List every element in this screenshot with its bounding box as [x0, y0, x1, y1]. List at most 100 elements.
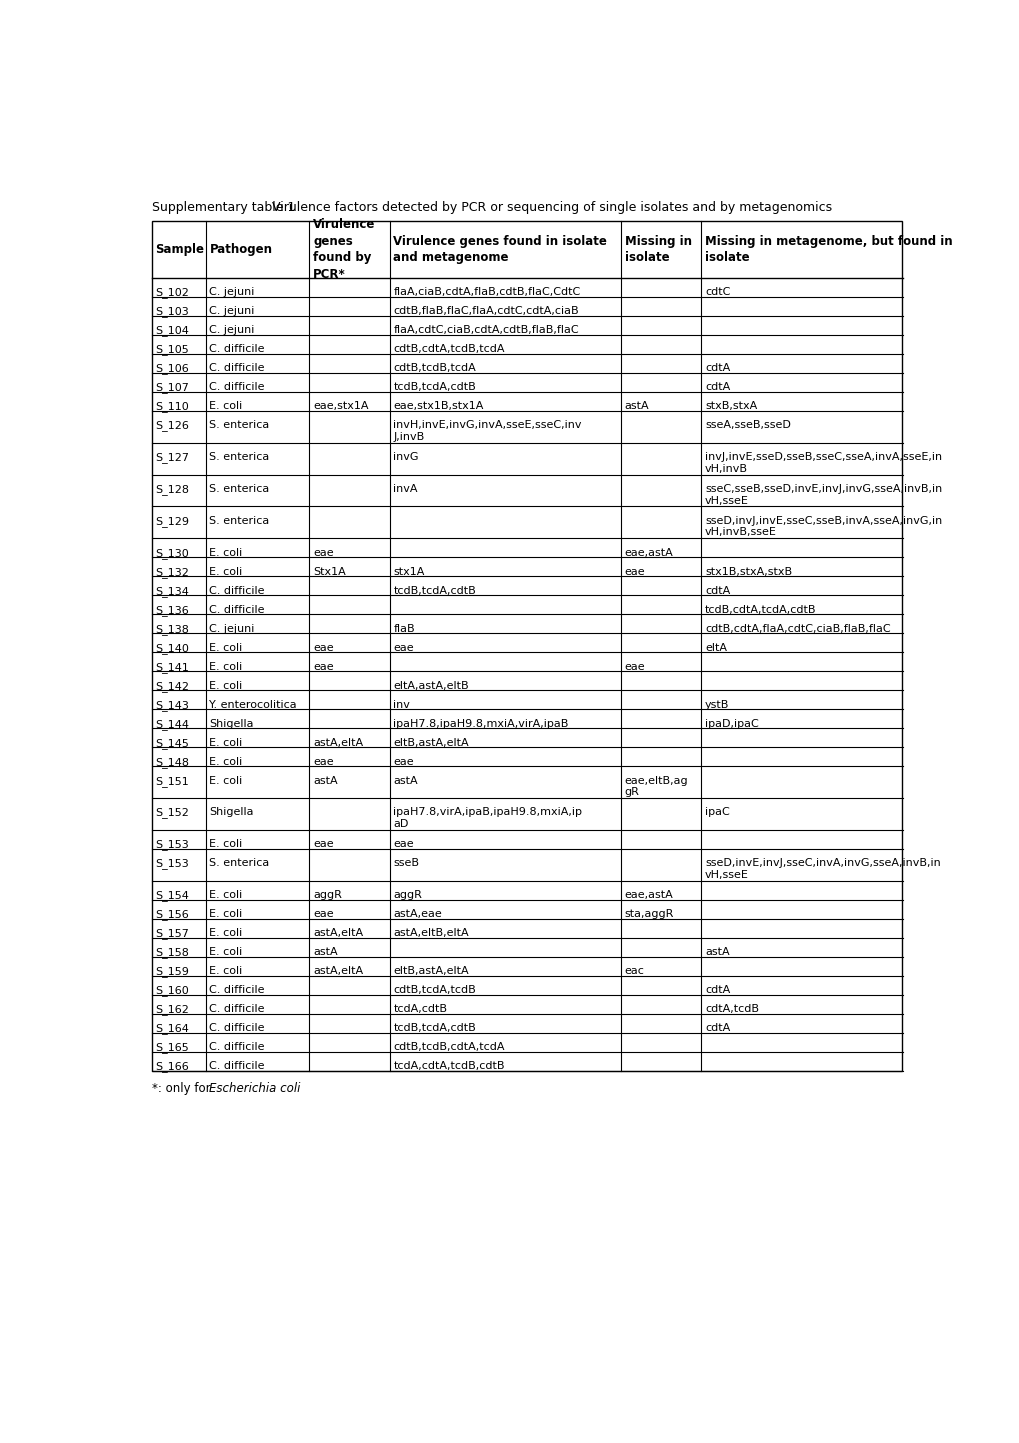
Text: E. coli: E. coli — [209, 928, 243, 938]
Text: E. coli: E. coli — [209, 776, 243, 785]
Text: S_153: S_153 — [155, 840, 189, 850]
Text: E. coli: E. coli — [209, 840, 243, 850]
Text: eae,stx1B,stx1A: eae,stx1B,stx1A — [393, 401, 483, 411]
Text: E. coli: E. coli — [209, 909, 243, 919]
Text: *: only for: *: only for — [152, 1082, 214, 1095]
Text: S_142: S_142 — [155, 681, 190, 691]
Text: sta,aggR: sta,aggR — [625, 909, 674, 919]
Text: C. jejuni: C. jejuni — [209, 306, 255, 316]
Text: eltB,astA,eltA: eltB,astA,eltA — [393, 737, 469, 747]
Text: tcdB,cdtA,tcdA,cdtB: tcdB,cdtA,tcdA,cdtB — [704, 605, 816, 615]
Text: S_159: S_159 — [155, 967, 190, 977]
Text: astA,eae: astA,eae — [393, 909, 442, 919]
Text: Missing in
isolate: Missing in isolate — [625, 235, 691, 264]
Text: Virulence genes found in isolate
and metagenome: Virulence genes found in isolate and met… — [393, 235, 606, 264]
Text: eae: eae — [313, 756, 333, 766]
Text: astA: astA — [625, 401, 649, 411]
Text: C. jejuni: C. jejuni — [209, 623, 255, 633]
Text: aggR: aggR — [393, 890, 422, 900]
Text: S. enterica: S. enterica — [209, 517, 269, 525]
Text: ystB: ystB — [704, 700, 729, 710]
Text: C. difficile: C. difficile — [209, 1061, 265, 1071]
Text: E. coli: E. coli — [209, 947, 243, 957]
Text: eae: eae — [313, 642, 333, 652]
Text: C. difficile: C. difficile — [209, 364, 265, 374]
Text: S_148: S_148 — [155, 756, 190, 768]
Text: C. difficile: C. difficile — [209, 605, 265, 615]
Text: S_140: S_140 — [155, 642, 190, 654]
Text: eltA: eltA — [704, 642, 727, 652]
Text: cdtC: cdtC — [704, 287, 730, 297]
Text: sseC,sseB,sseD,invE,invJ,invG,sseA,invB,in
vH,sseE: sseC,sseB,sseD,invE,invJ,invG,sseA,invB,… — [704, 483, 942, 505]
Text: C. difficile: C. difficile — [209, 586, 265, 596]
Text: S_129: S_129 — [155, 517, 190, 527]
Text: E. coli: E. coli — [209, 548, 243, 558]
Text: S. enterica: S. enterica — [209, 859, 269, 869]
Text: S_104: S_104 — [155, 326, 190, 336]
Text: cdtA: cdtA — [704, 382, 730, 392]
Text: E. coli: E. coli — [209, 567, 243, 577]
Text: Virulence
genes
found by
PCR*: Virulence genes found by PCR* — [313, 218, 375, 281]
Text: ipaD,ipaC: ipaD,ipaC — [704, 719, 758, 729]
Text: flaB: flaB — [393, 623, 415, 633]
Text: Escherichia coli: Escherichia coli — [209, 1082, 300, 1095]
Text: S_106: S_106 — [155, 364, 189, 374]
Text: eae: eae — [393, 840, 414, 850]
Text: S. enterica: S. enterica — [209, 420, 269, 430]
Text: S_102: S_102 — [155, 287, 190, 299]
Text: sseA,sseB,sseD: sseA,sseB,sseD — [704, 420, 790, 430]
Text: eae: eae — [393, 756, 414, 766]
Text: S_157: S_157 — [155, 928, 190, 939]
Text: S_164: S_164 — [155, 1023, 190, 1035]
Text: C. difficile: C. difficile — [209, 986, 265, 996]
Text: Shigella: Shigella — [209, 808, 254, 818]
Text: Supplementary table 1: Supplementary table 1 — [152, 202, 294, 215]
Bar — [152, 221, 902, 1071]
Text: invH,invE,invG,invA,sseE,sseC,inv
J,invB: invH,invE,invG,invA,sseE,sseC,inv J,invB — [393, 420, 582, 442]
Text: sseD,invE,invJ,sseC,invA,invG,sseA,invB,in
vH,sseE: sseD,invE,invJ,sseC,invA,invG,sseA,invB,… — [704, 859, 940, 880]
Text: S_160: S_160 — [155, 986, 189, 996]
Text: S_152: S_152 — [155, 808, 190, 818]
Text: S_132: S_132 — [155, 567, 190, 577]
Text: sseD,invJ,invE,sseC,sseB,invA,sseA,invG,in
vH,invB,sseE: sseD,invJ,invE,sseC,sseB,invA,sseA,invG,… — [704, 517, 942, 537]
Text: S_134: S_134 — [155, 586, 190, 596]
Text: astA: astA — [313, 947, 337, 957]
Text: S_138: S_138 — [155, 623, 190, 635]
Text: S_136: S_136 — [155, 605, 189, 616]
Text: cdtA: cdtA — [704, 986, 730, 996]
Text: S_162: S_162 — [155, 1004, 190, 1014]
Text: eac: eac — [625, 967, 644, 975]
Text: S_127: S_127 — [155, 452, 190, 463]
Text: ipaC: ipaC — [704, 808, 730, 818]
Text: S_110: S_110 — [155, 401, 189, 413]
Text: S_126: S_126 — [155, 420, 190, 431]
Text: S_103: S_103 — [155, 306, 189, 317]
Text: S_141: S_141 — [155, 662, 190, 672]
Text: eae: eae — [393, 642, 414, 652]
Text: S_154: S_154 — [155, 890, 190, 900]
Text: S_130: S_130 — [155, 548, 189, 558]
Text: Sample: Sample — [155, 242, 204, 255]
Text: Missing in metagenome, but found in
isolate: Missing in metagenome, but found in isol… — [704, 235, 952, 264]
Text: sseB: sseB — [393, 859, 419, 869]
Text: E. coli: E. coli — [209, 737, 243, 747]
Text: stx1A: stx1A — [393, 567, 425, 577]
Text: tcdA,cdtA,tcdB,cdtB: tcdA,cdtA,tcdB,cdtB — [393, 1061, 504, 1071]
Text: S_128: S_128 — [155, 483, 190, 495]
Text: eae: eae — [313, 840, 333, 850]
Text: C. difficile: C. difficile — [209, 1042, 265, 1052]
Text: S_166: S_166 — [155, 1061, 189, 1072]
Text: eae: eae — [625, 662, 645, 671]
Text: eae,stx1A: eae,stx1A — [313, 401, 368, 411]
Text: E. coli: E. coli — [209, 401, 243, 411]
Text: Virulence factors detected by PCR or sequencing of single isolates and by metage: Virulence factors detected by PCR or seq… — [271, 202, 830, 215]
Text: E. coli: E. coli — [209, 890, 243, 900]
Text: cdtA,tcdB: cdtA,tcdB — [704, 1004, 758, 1014]
Text: astA,eltA: astA,eltA — [313, 737, 363, 747]
Text: cdtB,cdtA,flaA,cdtC,ciaB,flaB,flaC: cdtB,cdtA,flaA,cdtC,ciaB,flaB,flaC — [704, 623, 890, 633]
Text: eae: eae — [625, 567, 645, 577]
Text: stxB,stxA: stxB,stxA — [704, 401, 757, 411]
Text: inv: inv — [393, 700, 410, 710]
Text: ipaH7.8,virA,ipaB,ipaH9.8,mxiA,ip
aD: ipaH7.8,virA,ipaB,ipaH9.8,mxiA,ip aD — [393, 808, 582, 830]
Text: C. difficile: C. difficile — [209, 382, 265, 392]
